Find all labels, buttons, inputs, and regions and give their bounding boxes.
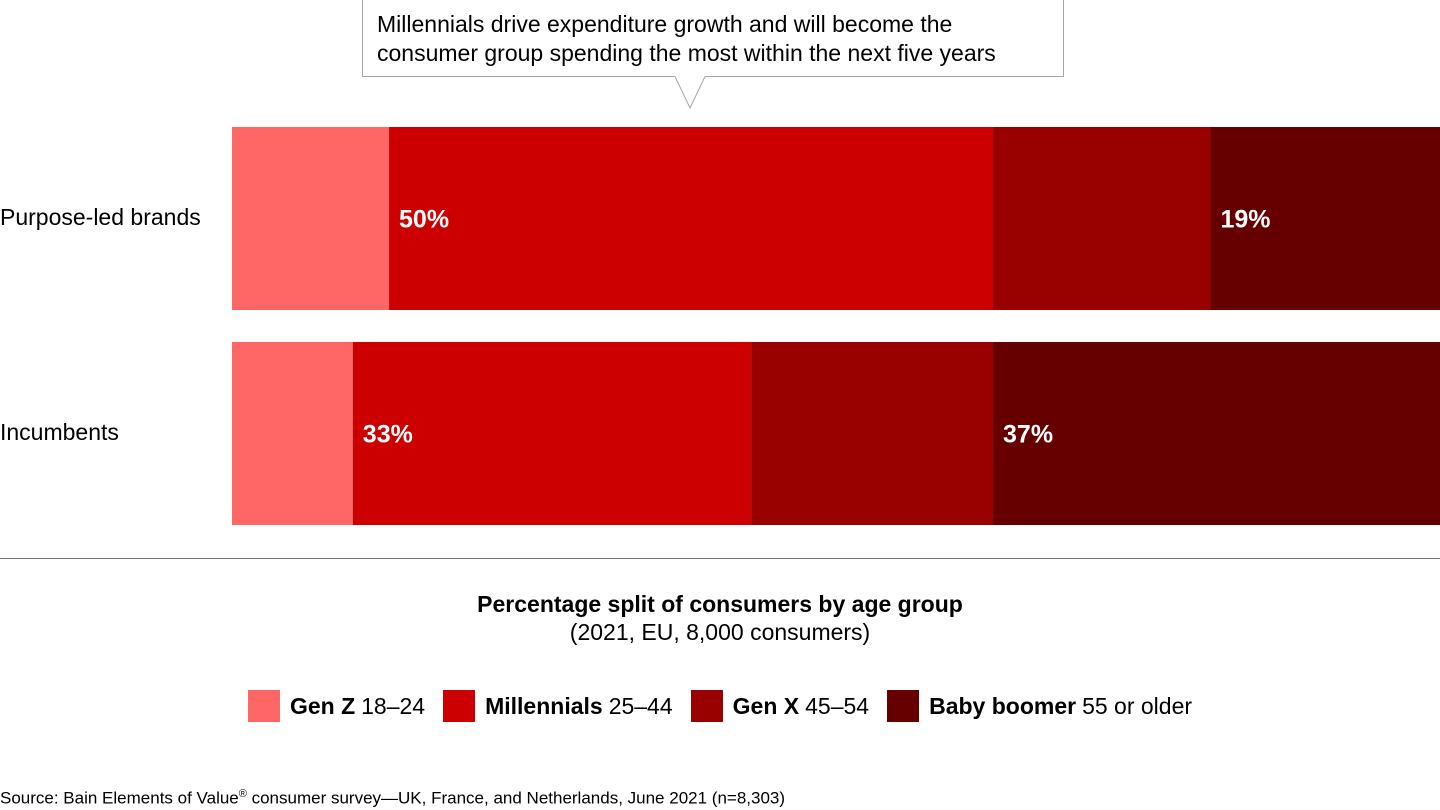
legend-item-baby-boomer: Baby boomer 55 or older	[887, 690, 1192, 722]
legend-item-gen-x: Gen X 45–54	[690, 690, 870, 722]
legend-item-gen-z: Gen Z 18–24	[247, 690, 426, 722]
legend-name: Gen X	[732, 692, 800, 719]
legend-swatch	[443, 690, 476, 722]
source-note: Source: Bain Elements of Value® consumer…	[0, 788, 785, 809]
chart-subtitle: (2021, EU, 8,000 consumers)	[569, 619, 871, 645]
row-label-purpose-led: Purpose-led brands	[0, 204, 201, 230]
callout-pointer	[674, 76, 706, 110]
legend-range: 18–24	[361, 692, 426, 719]
source-suffix: consumer survey—UK, France, and Netherla…	[246, 788, 786, 808]
stacked-bar-chart: 50% 19% 33% 37%	[232, 127, 1440, 525]
callout-line-1: Millennials drive expenditure growth and…	[377, 11, 953, 37]
callout-line-2: consumer group spending the most within …	[377, 40, 996, 66]
registered-mark: ®	[238, 788, 247, 800]
legend-swatch	[690, 690, 723, 722]
data-label-purpose-led-millennials: 50%	[399, 206, 449, 234]
bar-incumbents-gen-x	[751, 342, 994, 525]
data-label-purpose-led-baby-boomer: 19%	[1220, 206, 1270, 234]
bar-incumbents-gen-z	[232, 342, 353, 525]
data-label-incumbents-millennials: 33%	[363, 421, 413, 449]
legend-item-millennials: Millennials 25–44	[443, 690, 673, 722]
bar-incumbents-millennials	[352, 342, 752, 525]
legend-swatch	[887, 690, 920, 722]
bar-incumbents-baby-boomer	[993, 342, 1440, 525]
legend-name: Baby boomer	[929, 692, 1077, 719]
legend-name: Millennials	[485, 692, 603, 719]
bar-purpose-led-gen-x	[993, 127, 1211, 310]
legend: Gen Z 18–24 Millennials 25–44 Gen X 45–5…	[0, 690, 1440, 722]
legend-range: 55 or older	[1082, 692, 1193, 719]
bar-purpose-led-millennials	[389, 127, 994, 310]
callout-box: Millennials drive expenditure growth and…	[362, 0, 1064, 77]
divider-line	[0, 558, 1440, 559]
legend-name: Gen Z	[289, 692, 356, 719]
row-label-incumbents: Incumbents	[0, 419, 119, 445]
chart-title: Percentage split of consumers by age gro…	[477, 591, 963, 617]
legend-swatch	[247, 690, 280, 722]
legend-range: 45–54	[805, 692, 870, 719]
bar-purpose-led-baby-boomer	[1210, 127, 1440, 310]
chart-caption: Percentage split of consumers by age gro…	[0, 590, 1440, 646]
data-label-incumbents-baby-boomer: 37%	[1003, 421, 1053, 449]
legend-range: 25–44	[608, 692, 673, 719]
source-prefix: Source: Bain Elements of Value	[0, 788, 239, 808]
bar-purpose-led-gen-z	[232, 127, 390, 310]
